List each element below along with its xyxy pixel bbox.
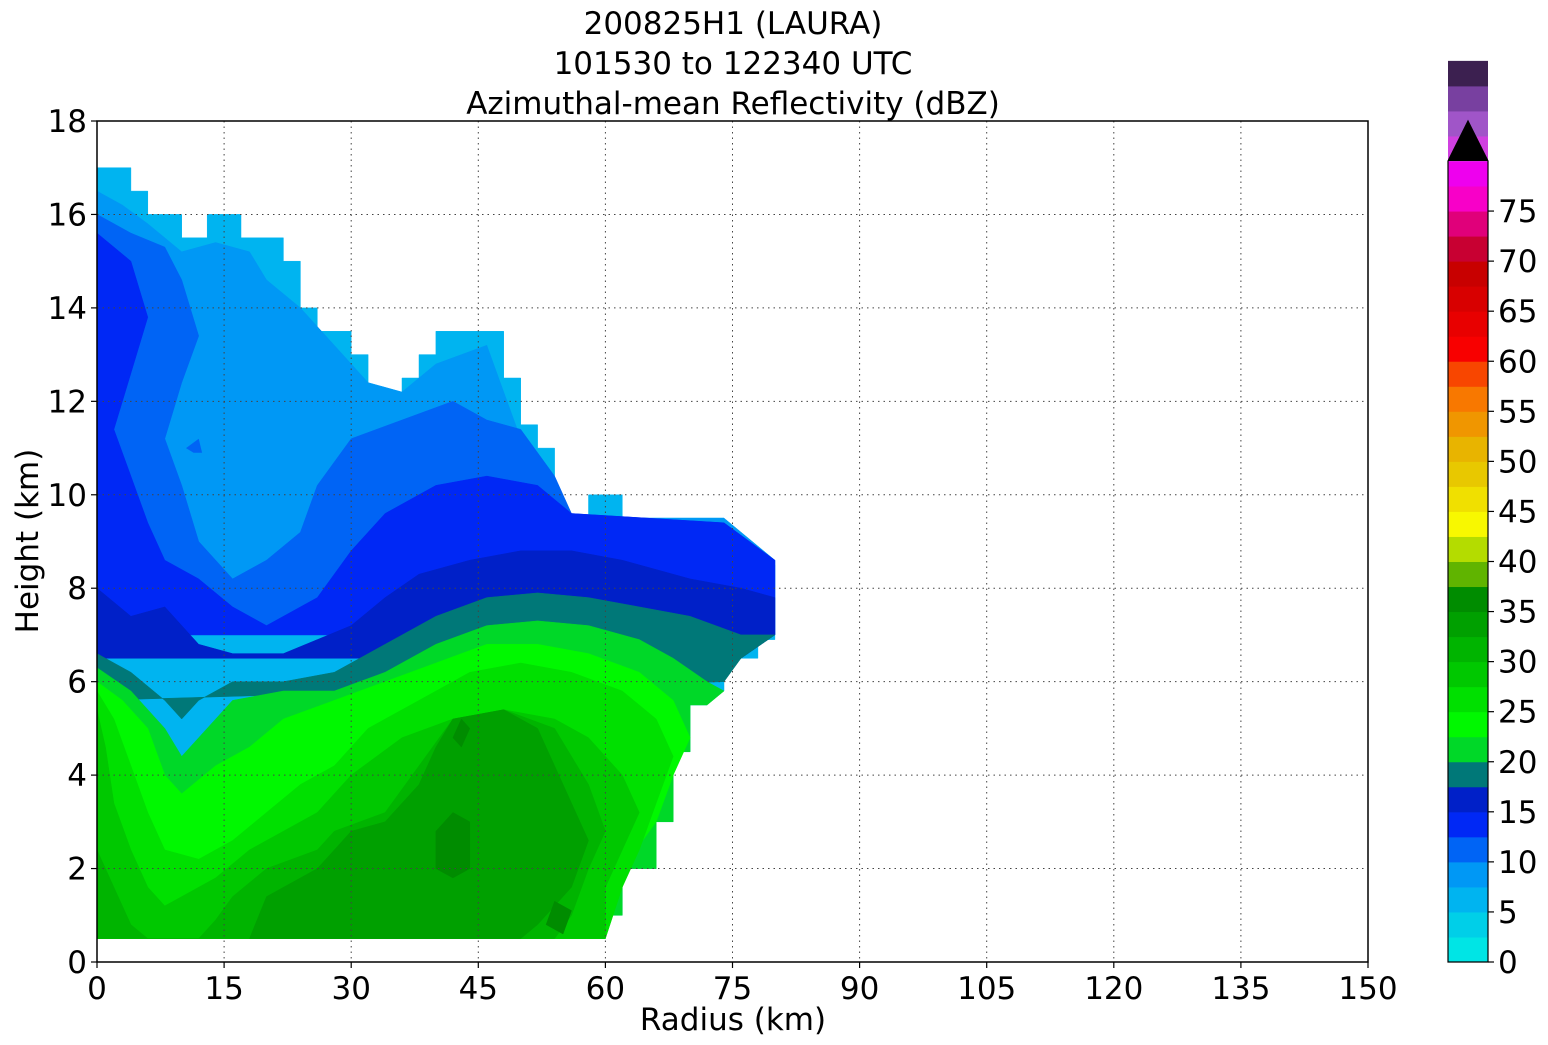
x-tick-label: 60 (586, 971, 625, 1007)
colorbar-tick-label: 30 (1498, 645, 1537, 681)
colorbar-segment (1448, 686, 1488, 713)
colorbar-segment (1448, 811, 1488, 838)
colorbar-segment (1448, 861, 1488, 888)
colorbar-segment (1448, 536, 1488, 562)
contour-35-dbz (545, 900, 572, 935)
colorbar-tick-label: 75 (1498, 194, 1537, 230)
title-line-3: Azimuthal-mean Reflectivity (dBZ) (466, 86, 1000, 122)
colorbar-tick-label: 35 (1498, 595, 1537, 631)
colorbar-segment (1448, 511, 1488, 537)
y-tick-label: 14 (48, 291, 87, 327)
colorbar-tick-label: 50 (1498, 444, 1537, 480)
y-tick-label: 18 (48, 104, 87, 140)
title-line-2: 101530 to 122340 UTC (554, 46, 913, 82)
colorbar-segment (1448, 661, 1488, 688)
y-tick-label: 8 (67, 571, 87, 607)
x-tick-label: 150 (1338, 971, 1397, 1007)
title-line-1: 200825H1 (LAURA) (584, 6, 883, 42)
x-tick-label: 30 (331, 971, 370, 1007)
x-tick-label: 45 (459, 971, 498, 1007)
colorbar-tick-label: 55 (1498, 394, 1537, 430)
colorbar-segment (1448, 761, 1488, 788)
colorbar-segment (1448, 886, 1488, 913)
colorbar-tick-label: 10 (1498, 845, 1537, 881)
y-tick-label: 6 (67, 665, 87, 701)
colorbar-tick-label: 65 (1498, 294, 1537, 330)
x-tick-label: 0 (87, 971, 107, 1007)
colorbar-tick-label: 40 (1498, 545, 1537, 581)
y-tick-label: 2 (67, 852, 87, 888)
colorbar-segment (1448, 836, 1488, 863)
colorbar-segment (1448, 311, 1488, 337)
colorbar-tick-label: 45 (1498, 494, 1537, 530)
colorbar-segment (1448, 936, 1488, 963)
colorbar-segment (1448, 486, 1488, 512)
colorbar-tick-label: 15 (1498, 795, 1537, 831)
contour-layer (97, 167, 776, 939)
colorbar-segment (1448, 386, 1488, 412)
colorbar-tick-label: 5 (1498, 895, 1518, 931)
colorbar-segment (1448, 361, 1488, 387)
colorbar-tick-label: 25 (1498, 695, 1537, 731)
x-tick-label: 105 (957, 971, 1016, 1007)
colorbar: 0 5 10 15 20 25 30 35 40 45 50 55 60 65 70 75 (1447, 60, 1537, 981)
colorbar-segment (1448, 336, 1488, 362)
colorbar-segment (1448, 211, 1488, 237)
colorbar-segment (1448, 611, 1488, 638)
colorbar-segment (1448, 236, 1488, 262)
contour-35-dbz (452, 718, 471, 748)
x-tick-label: 120 (1084, 971, 1143, 1007)
colorbar-segment (1448, 636, 1488, 663)
contour-32_5-dbz (249, 709, 589, 939)
contour-35-dbz (435, 812, 471, 879)
colorbar-tick-label: 70 (1498, 244, 1537, 280)
y-tick-label: 0 (67, 945, 87, 981)
colorbar-segment (1448, 186, 1488, 212)
x-axis-label: Radius (km) (640, 1002, 826, 1038)
colorbar-segment (1448, 436, 1488, 462)
colorbar-extend-arrow (1448, 121, 1488, 161)
colorbar-tick-label: 60 (1498, 344, 1537, 380)
x-axis-ticks: 0 15 30 45 60 75 90 105 120 135 150 (87, 962, 1398, 1007)
x-tick-label: 135 (1211, 971, 1270, 1007)
x-tick-label: 75 (713, 971, 752, 1007)
y-axis-label: Height (km) (10, 449, 46, 634)
colorbar-segment (1448, 85, 1488, 112)
y-tick-label: 16 (48, 197, 87, 233)
colorbar-segment (1448, 286, 1488, 312)
colorbar-segment (1448, 736, 1488, 763)
y-tick-label: 10 (48, 478, 87, 514)
colorbar-segment (1448, 461, 1488, 487)
colorbar-segment (1448, 911, 1488, 938)
colorbar-segment (1448, 561, 1488, 588)
chart-title: 200825H1 (LAURA) 101530 to 122340 UTC Az… (466, 6, 1000, 122)
colorbar-segment (1448, 711, 1488, 738)
x-tick-label: 90 (840, 971, 879, 1007)
colorbar-segment (1448, 786, 1488, 813)
colorbar-segment (1448, 586, 1488, 613)
colorbar-tick-label: 20 (1498, 745, 1537, 781)
y-axis-ticks: 0 2 4 6 8 10 12 14 16 18 (48, 104, 97, 981)
y-tick-label: 4 (67, 758, 87, 794)
colorbar-segment (1448, 261, 1488, 287)
colorbar-segment (1448, 60, 1488, 87)
x-tick-label: 15 (204, 971, 243, 1007)
colorbar-segment (1448, 161, 1488, 187)
colorbar-outline (1447, 119, 1489, 963)
y-tick-label: 12 (48, 384, 87, 420)
colorbar-segment (1448, 411, 1488, 437)
contour-patch (186, 438, 203, 453)
colorbar-tick-label: 0 (1498, 945, 1518, 981)
